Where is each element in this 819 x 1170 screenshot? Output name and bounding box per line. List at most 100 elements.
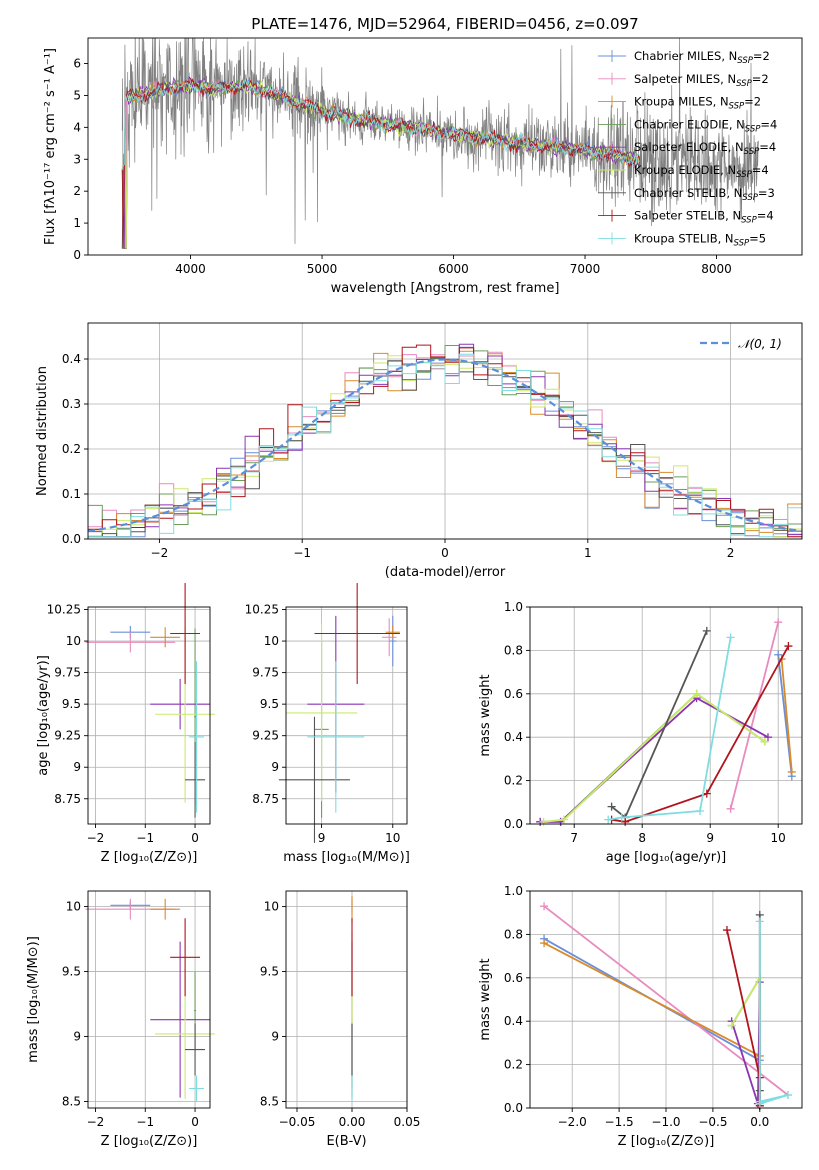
legend-value: =4 bbox=[760, 117, 777, 131]
weight-marker bbox=[617, 813, 626, 822]
y-tick-label: 0.0 bbox=[62, 532, 81, 546]
legend-sub: SSP bbox=[744, 147, 760, 157]
legend-value: =3 bbox=[758, 186, 775, 200]
data-layer bbox=[85, 38, 802, 1110]
axes-layer bbox=[84, 37, 803, 1112]
weight-line-kroupa-stelib bbox=[608, 637, 732, 821]
model-spectrum-kroupa-stelib bbox=[121, 78, 640, 170]
axes-frame-age-vs-mass bbox=[285, 606, 408, 825]
x-tick-label: 0.0 bbox=[750, 1115, 769, 1129]
weight-marker bbox=[560, 815, 568, 824]
y-axis-label: Normed distribution bbox=[35, 366, 50, 496]
y-tick-label: 0.0 bbox=[504, 817, 523, 831]
y-tick-label: 6 bbox=[73, 57, 81, 71]
weight-line-kroupa-miles bbox=[780, 659, 793, 772]
legend-label: Salpeter MILES, N bbox=[634, 72, 736, 86]
x-tick-label: −1.0 bbox=[651, 1115, 680, 1129]
legend-label: Kroupa ELODIE, N bbox=[634, 163, 736, 177]
legend-label: Chabrier ELODIE, N bbox=[634, 117, 745, 131]
y-tick-label: 9.75 bbox=[54, 666, 81, 680]
legend-sub: SSP bbox=[742, 193, 758, 203]
x-tick-label: 0.00 bbox=[339, 1115, 366, 1129]
legend-value: =2 bbox=[744, 95, 761, 109]
x-tick-label: 1 bbox=[584, 546, 592, 560]
y-tick-label: 9 bbox=[271, 760, 279, 774]
weight-line-salpeter-miles bbox=[543, 905, 789, 1096]
legend-value: =4 bbox=[757, 209, 774, 223]
y-tick-label: 0.4 bbox=[62, 352, 81, 366]
legend-sub: SSP bbox=[729, 102, 745, 112]
y-axis-label: Flux [fλ10⁻¹⁷ erg cm⁻² s⁻¹ A⁻¹] bbox=[43, 48, 58, 245]
y-tick-label: 3 bbox=[73, 152, 81, 166]
x-axis-label: wavelength [Angstrom, rest frame] bbox=[331, 281, 560, 296]
weight-marker bbox=[787, 767, 796, 776]
y-tick-label: 9.5 bbox=[62, 965, 81, 979]
weight-line-salpeter-miles bbox=[729, 621, 780, 810]
histogram-kroupa-stelib bbox=[88, 353, 802, 538]
legend-label: Chabrier STELIB, N bbox=[634, 186, 742, 200]
x-tick-label: 7000 bbox=[570, 262, 601, 276]
axes-frame-spectrum bbox=[87, 37, 803, 256]
axes-frame-mass-vs-ebv bbox=[285, 890, 408, 1109]
weight-marker bbox=[696, 806, 704, 815]
x-tick-label: 4000 bbox=[175, 262, 206, 276]
weight-marker bbox=[702, 789, 711, 798]
y-tick-label: 0.3 bbox=[62, 397, 81, 411]
y-tick-label: 9.5 bbox=[260, 697, 279, 711]
legend-sub: SSP bbox=[741, 216, 757, 226]
legend-label: Chabrier MILES, N bbox=[634, 49, 737, 63]
x-tick-label: 10 bbox=[385, 831, 400, 845]
x-tick-label: 9 bbox=[706, 831, 714, 845]
x-axis-label: Z [log₁₀(Z/Z⊙)] bbox=[101, 1134, 198, 1149]
x-tick-label: 5000 bbox=[307, 262, 338, 276]
y-tick-label: 9.25 bbox=[252, 729, 279, 743]
x-tick-label: −2 bbox=[87, 831, 105, 845]
x-axis-label: Z [log₁₀(Z/Z⊙)] bbox=[618, 1134, 715, 1149]
x-tick-label: 8 bbox=[638, 831, 646, 845]
weight-marker bbox=[692, 689, 701, 698]
observed-spectrum-line bbox=[121, 38, 759, 244]
y-tick-label: 2 bbox=[73, 184, 81, 198]
weight-line-kroupa-miles bbox=[543, 942, 761, 1057]
y-tick-label: 0.0 bbox=[504, 1101, 523, 1115]
x-tick-label: 10 bbox=[771, 831, 786, 845]
weight-marker bbox=[774, 650, 783, 659]
x-tick-label: −1 bbox=[136, 831, 154, 845]
legend-entry: Chabrier MILES, NSSP=2 bbox=[634, 49, 770, 66]
y-axis-label: mass weight bbox=[478, 674, 493, 756]
legend-sub: SSP bbox=[734, 238, 750, 248]
legend-entry: Chabrier ELODIE, NSSP=4 bbox=[634, 117, 777, 134]
legend-label: Salpeter ELODIE, N bbox=[634, 140, 744, 154]
x-tick-label: 7 bbox=[570, 831, 578, 845]
legend-label: Kroupa STELIB, N bbox=[634, 231, 734, 245]
x-tick-label: −2 bbox=[151, 546, 169, 560]
x-tick-label: −0.5 bbox=[698, 1115, 727, 1129]
weight-line-kroupa-stelib bbox=[758, 921, 789, 1105]
weight-marker bbox=[539, 817, 548, 826]
weight-marker bbox=[774, 618, 783, 627]
weight-marker bbox=[760, 737, 769, 746]
x-tick-label: 0.05 bbox=[394, 1115, 421, 1129]
legend-normal-label: 𝒩(0, 1) bbox=[738, 337, 782, 351]
x-tick-label: −1.5 bbox=[605, 1115, 634, 1129]
y-tick-label: 9.5 bbox=[62, 697, 81, 711]
weight-marker bbox=[722, 926, 731, 935]
x-tick-label: 0 bbox=[441, 546, 449, 560]
x-tick-label: −2 bbox=[87, 1115, 105, 1129]
y-axis-label: mass [log₁₀(M/M⊙)] bbox=[26, 936, 41, 1063]
y-tick-label: 0.8 bbox=[504, 643, 523, 657]
legend-label: Salpeter STELIB, N bbox=[634, 209, 741, 223]
legend-entry: Salpeter ELODIE, NSSP=4 bbox=[634, 140, 776, 157]
y-tick-label: 0.2 bbox=[62, 442, 81, 456]
x-tick-label: 0 bbox=[191, 1115, 199, 1129]
weight-marker bbox=[607, 802, 616, 811]
weight-marker bbox=[726, 804, 735, 813]
weight-marker bbox=[540, 939, 549, 948]
y-tick-label: 0 bbox=[73, 248, 81, 262]
y-tick-label: 9.75 bbox=[252, 666, 279, 680]
weight-marker bbox=[621, 817, 630, 826]
y-tick-label: 8.75 bbox=[252, 792, 279, 806]
y-tick-label: 9 bbox=[73, 1030, 81, 1044]
x-axis-label: (data-model)/error bbox=[385, 565, 506, 580]
